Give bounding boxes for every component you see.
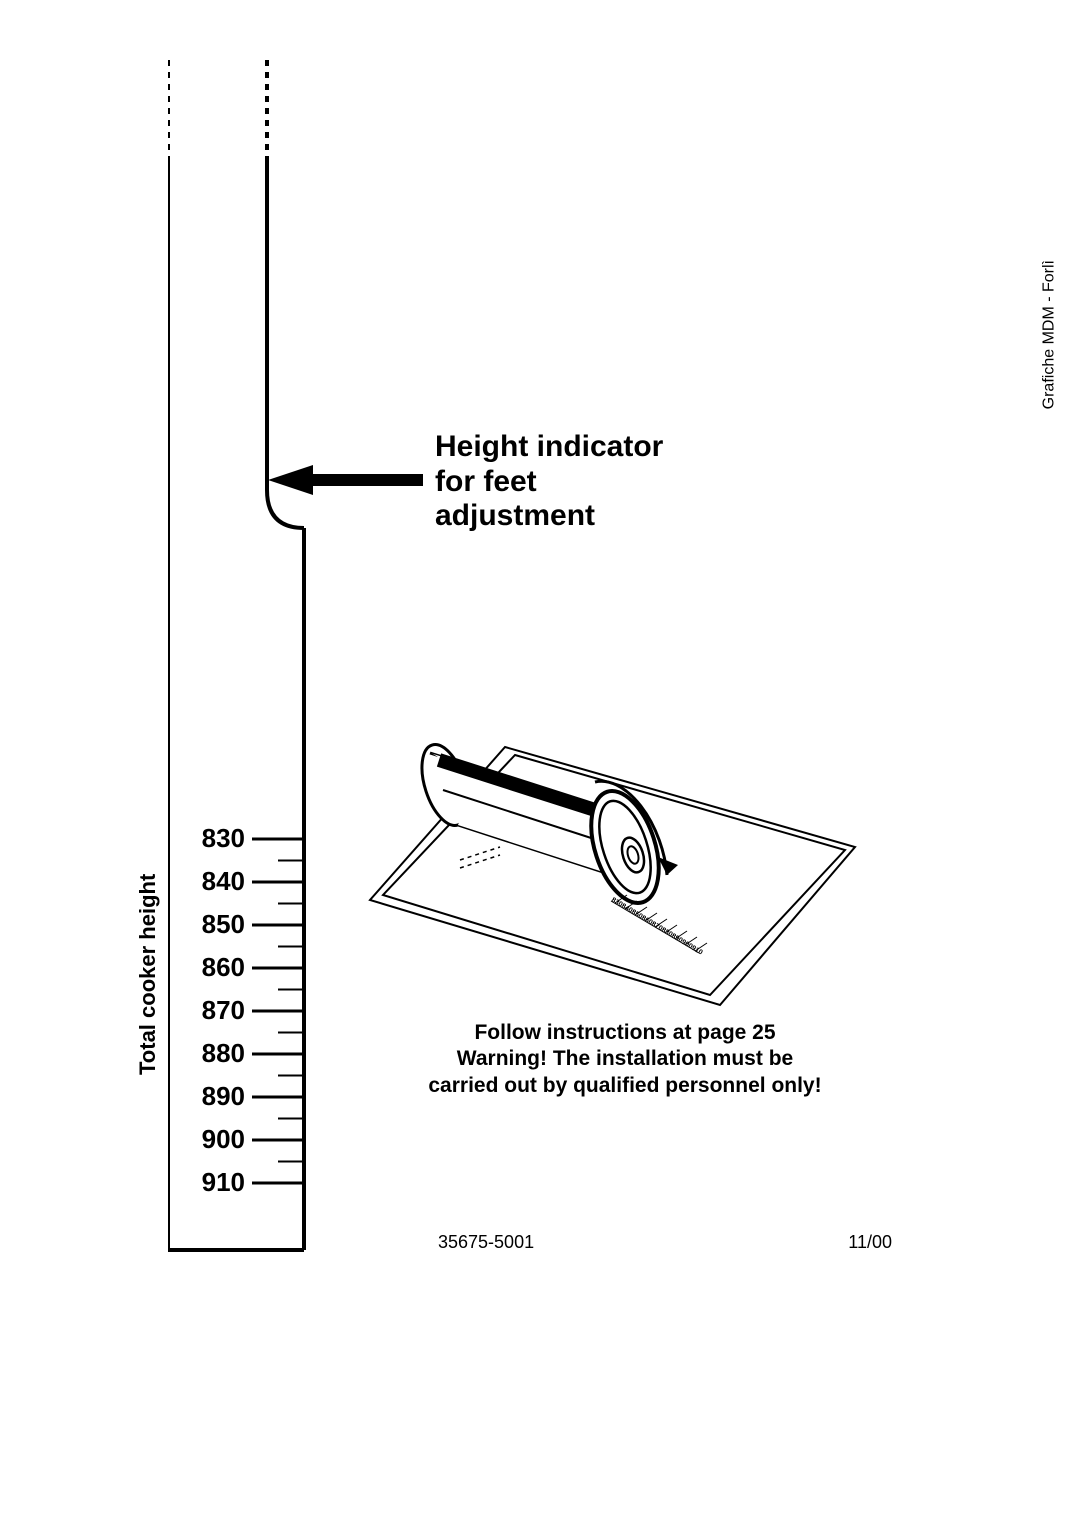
ruler-outline bbox=[168, 60, 318, 1250]
instructions-line-2: Warning! The installation must be bbox=[375, 1046, 875, 1072]
instructions-text: Follow instructions at page 25 Warning! … bbox=[375, 1020, 875, 1099]
scale-label: 870 bbox=[185, 995, 245, 1026]
foot-illustration: 830840850860870880890900910 bbox=[365, 735, 865, 1020]
title-line-3: adjustment bbox=[435, 499, 663, 534]
footer-date: 11/00 bbox=[848, 1232, 892, 1253]
title-line-2: for feet bbox=[435, 465, 663, 500]
instructions-line-1: Follow instructions at page 25 bbox=[375, 1020, 875, 1046]
scale-label: 890 bbox=[185, 1081, 245, 1112]
scale-label: 900 bbox=[185, 1124, 245, 1155]
instructions-line-3: carried out by qualified personnel only! bbox=[375, 1073, 875, 1099]
scale-label: 880 bbox=[185, 1038, 245, 1069]
main-title: Height indicator for feet adjustment bbox=[435, 430, 663, 534]
page-root: Grafiche MDM - Forlì Total cooker height… bbox=[0, 0, 1080, 1528]
scale-label: 860 bbox=[185, 952, 245, 983]
total-height-label: Total cooker height bbox=[135, 874, 161, 1075]
scale-label: 850 bbox=[185, 909, 245, 940]
title-line-1: Height indicator bbox=[435, 430, 663, 465]
footer-doc-number: 35675-5001 bbox=[438, 1232, 534, 1253]
scale-label: 910 bbox=[185, 1167, 245, 1198]
scale-label: 830 bbox=[185, 823, 245, 854]
side-credit: Grafiche MDM - Forlì bbox=[1040, 260, 1058, 409]
scale-label: 840 bbox=[185, 866, 245, 897]
